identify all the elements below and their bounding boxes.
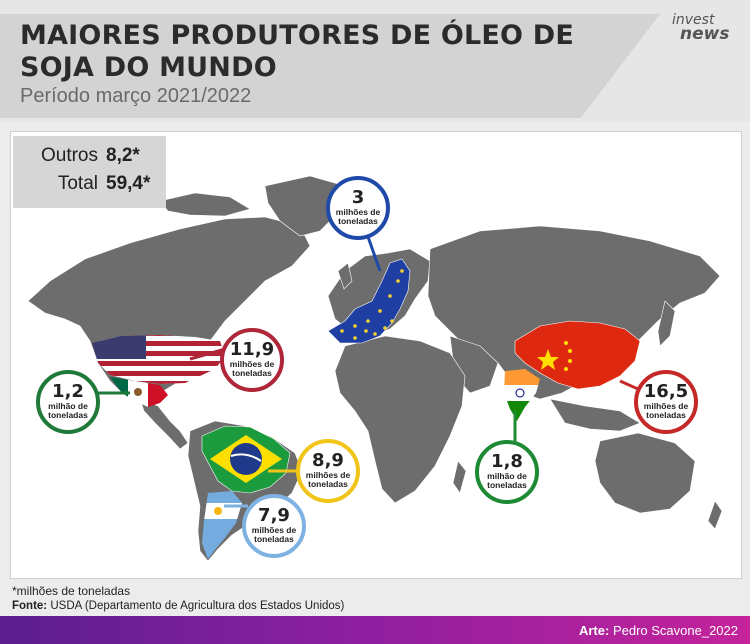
totals-box: Outros 8,2* Total 59,4* (13, 136, 166, 208)
land-uk (337, 262, 353, 290)
unit-china-line2: toneladas (646, 410, 686, 420)
others-value: 8,2* (106, 145, 140, 166)
logo-word-news: news (680, 24, 730, 44)
bubble-china: 16,5 milhões de toneladas (634, 370, 698, 434)
bubble-argentina: 7,9 milhões de toneladas (242, 494, 306, 558)
credit: Arte: Pedro Scavone_2022 (579, 623, 738, 638)
land-japan (657, 300, 676, 347)
unit-mexico-line2: toneladas (48, 410, 88, 420)
value-usa: 11,9 (229, 339, 275, 360)
bubble-india: 1,8 milhão de toneladas (475, 440, 539, 504)
value-china: 16,5 (643, 381, 689, 402)
value-argentina: 7,9 (258, 505, 290, 526)
unit-brazil-line1: milhões de (305, 470, 351, 480)
others-label: Outros (40, 145, 98, 166)
land-africa (334, 335, 466, 504)
footnote: *milhões de toneladas (12, 584, 131, 598)
source-label: Fonte: (12, 600, 48, 612)
bubble-brazil: 8,9 milhões de toneladas (296, 439, 360, 503)
land-new-zealand (707, 500, 723, 530)
title-banner (0, 14, 660, 118)
total-row: Total 59,4* (13, 173, 158, 199)
land-canada-islands (159, 192, 251, 217)
eu-stars (340, 269, 404, 340)
source-text: USDA (Departamento de Agricultura dos Es… (50, 600, 345, 612)
unit-eu-line2: toneladas (338, 216, 378, 226)
logo-word-invest: invest (672, 12, 715, 28)
value-brazil: 8,9 (312, 450, 344, 471)
unit-argentina-line2: toneladas (254, 534, 294, 544)
bubble-usa: 11,9 milhões de toneladas (220, 328, 284, 392)
unit-brazil-line2: toneladas (308, 479, 348, 489)
china-flag-region (514, 320, 641, 390)
unit-usa-line2: toneladas (232, 368, 272, 378)
page-subtitle: Período março 2021/2022 (20, 85, 252, 107)
title-line-1: MAIORES PRODUTORES DE ÓLEO DE (20, 20, 575, 51)
brazil-flag-region (201, 425, 291, 494)
world-map (27, 175, 723, 562)
eu-flag-region (327, 258, 411, 344)
unit-india-line1: milhão de (487, 471, 527, 481)
unit-india-line2: toneladas (487, 480, 527, 490)
land-australia (594, 432, 696, 514)
unit-argentina-line1: milhões de (251, 525, 297, 535)
credit-label: Arte: (578, 623, 610, 638)
page-title: MAIORES PRODUTORES DE ÓLEO DE SOJA DO MU… (20, 20, 620, 84)
others-row: Outros 8,2* (13, 145, 158, 171)
bubble-mexico: 1,2 milhão de toneladas (36, 370, 100, 434)
bubble-eu: 3 milhões de toneladas (326, 176, 390, 240)
leader-line-china (619, 379, 639, 391)
total-label: Total (57, 173, 98, 194)
unit-usa-line1: milhões de (229, 359, 275, 369)
land-madagascar (452, 460, 467, 494)
footer-bar: Arte: Pedro Scavone_2022 (0, 616, 750, 644)
unit-eu-line1: milhões de (335, 207, 381, 217)
unit-mexico-line1: milhão de (48, 401, 88, 411)
land-greenland (264, 175, 346, 237)
source-line: Fonte: USDA (Departamento de Agricultura… (12, 600, 344, 612)
value-mexico: 1,2 (52, 381, 84, 402)
land-southeast-asia (549, 398, 641, 432)
title-line-2: SOJA DO MUNDO (20, 52, 277, 83)
investnews-logo: invest news (672, 12, 742, 44)
value-india: 1,8 (491, 451, 523, 472)
credit-text: Pedro Scavone_2022 (612, 623, 738, 638)
value-eu: 3 (351, 187, 365, 208)
total-value: 59,4* (106, 173, 151, 194)
land-central-america (139, 398, 189, 450)
unit-china-line1: milhões de (643, 401, 689, 411)
